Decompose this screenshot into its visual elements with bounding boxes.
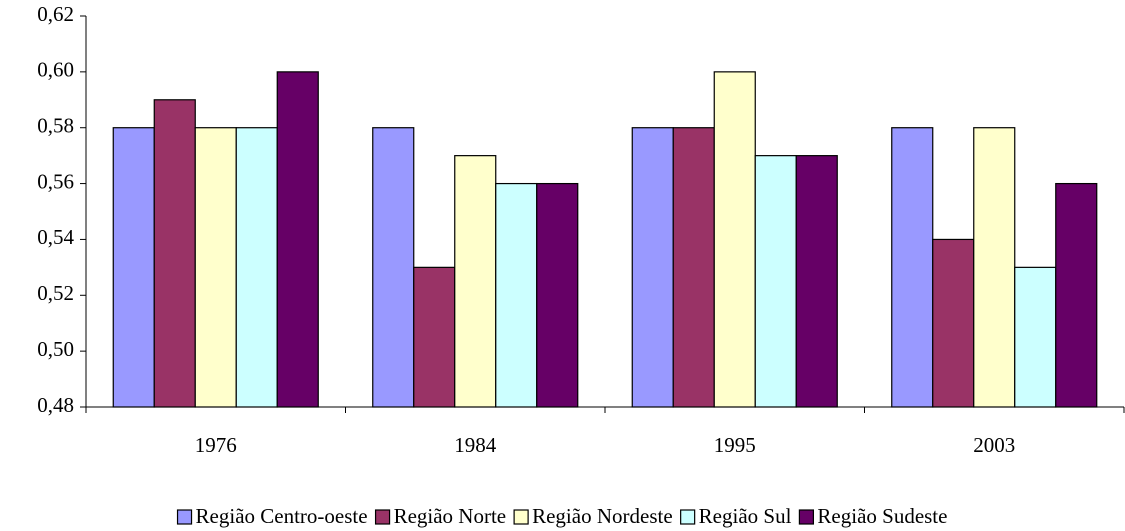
- bar: [235, 127, 278, 408]
- bar: [1014, 266, 1057, 408]
- bar: [112, 127, 155, 408]
- y-tick-label: 0,58: [37, 114, 74, 138]
- bar: [795, 155, 838, 408]
- x-tick-label: 1995: [714, 433, 756, 457]
- y-tick-label: 0,52: [37, 281, 74, 305]
- bar: [713, 71, 756, 408]
- bar: [973, 127, 1016, 408]
- legend-label: Região Sudeste: [817, 504, 947, 528]
- bar: [631, 127, 674, 408]
- legend-label: Região Centro-oeste: [196, 504, 368, 528]
- y-tick-label: 0,50: [37, 337, 74, 361]
- bar: [276, 71, 319, 408]
- bar: [495, 182, 538, 408]
- legend: Região Centro-oeste Região Norte Região No…: [176, 504, 947, 528]
- bar: [153, 99, 196, 408]
- legend-swatch: [374, 509, 391, 525]
- legend-swatch: [176, 509, 193, 525]
- bar: [413, 266, 456, 408]
- x-tick-label: 1976: [195, 433, 237, 457]
- bar: [932, 238, 975, 408]
- x-tick-label: 1984: [454, 433, 497, 457]
- y-tick-label: 0,62: [37, 2, 74, 26]
- bar: [672, 127, 715, 408]
- y-tick-label: 0,48: [37, 393, 74, 417]
- legend-swatch: [798, 509, 815, 525]
- legend-label: Região Nordeste: [532, 504, 673, 528]
- bar: [1055, 182, 1098, 408]
- legend-label: Região Sul: [699, 504, 792, 528]
- y-tick-label: 0,56: [37, 169, 74, 193]
- bar: [194, 127, 237, 408]
- bar: [372, 127, 415, 408]
- legend-label: Região Norte: [394, 504, 507, 528]
- bar: [454, 155, 497, 408]
- legend-swatch: [513, 509, 529, 525]
- legend-swatch: [680, 509, 696, 525]
- x-tick-label: 2003: [973, 433, 1015, 457]
- bar: [891, 127, 934, 408]
- y-tick-label: 0,54: [37, 225, 74, 249]
- bar: [754, 155, 797, 408]
- bar: [536, 182, 579, 408]
- y-tick-label: 0,60: [37, 58, 74, 82]
